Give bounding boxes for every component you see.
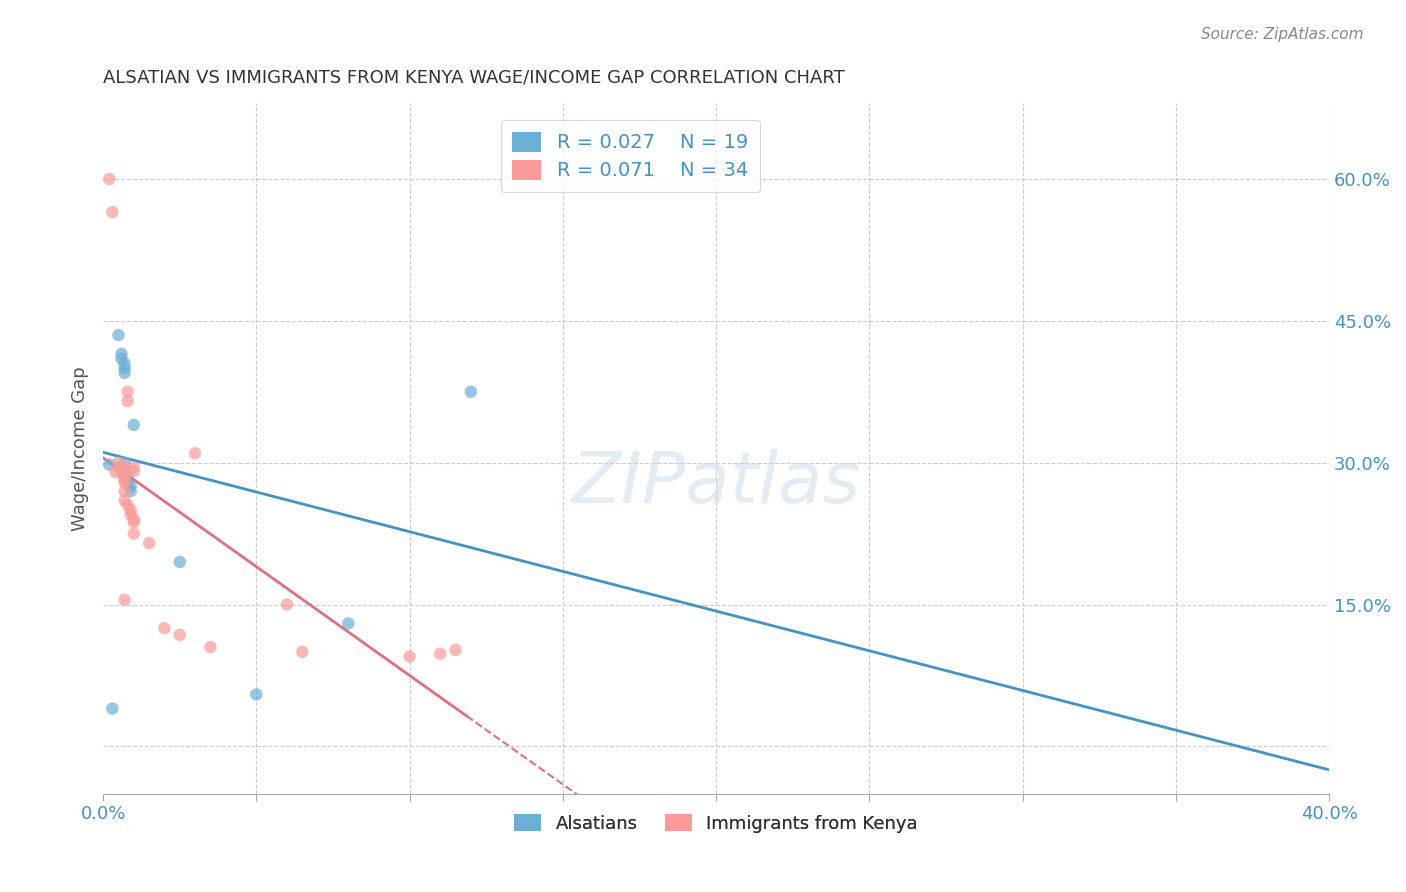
Point (122, 516, 145, 530)
Point (114, 493, 136, 508)
Point (184, 446, 207, 460)
Point (117, 498, 139, 512)
Point (98, 458, 121, 472)
Point (120, 503, 142, 517)
Point (429, 647, 451, 661)
Point (120, 479, 142, 493)
Point (245, 687, 267, 701)
Point (110, 351, 132, 366)
Point (153, 621, 176, 635)
Point (337, 616, 360, 631)
Point (101, 701, 124, 715)
Point (117, 470, 139, 484)
Point (117, 384, 139, 399)
Text: ZIPatlas: ZIPatlas (572, 449, 860, 517)
Y-axis label: Wage/Income Gap: Wage/Income Gap (72, 366, 89, 531)
Point (114, 465, 136, 479)
Text: ALSATIAN VS IMMIGRANTS FROM KENYA WAGE/INCOME GAP CORRELATION CHART: ALSATIAN VS IMMIGRANTS FROM KENYA WAGE/I… (103, 69, 845, 87)
Point (114, 473, 136, 487)
Point (114, 456, 136, 470)
Point (114, 592, 136, 607)
Point (114, 460, 136, 475)
Point (444, 643, 467, 657)
Point (122, 464, 145, 478)
Point (114, 366, 136, 380)
Point (122, 417, 145, 432)
Point (122, 512, 145, 526)
Point (200, 640, 222, 654)
Legend: Alsatians, Immigrants from Kenya: Alsatians, Immigrants from Kenya (508, 807, 925, 840)
Point (276, 598, 298, 612)
Point (110, 460, 132, 475)
Text: Source: ZipAtlas.com: Source: ZipAtlas.com (1201, 27, 1364, 42)
Point (138, 536, 160, 550)
Point (101, 205, 124, 219)
Point (107, 460, 129, 475)
Point (114, 361, 136, 376)
Point (117, 475, 139, 489)
Point (114, 356, 136, 370)
Point (122, 460, 145, 475)
Point (110, 347, 132, 361)
Point (114, 470, 136, 484)
Point (120, 508, 142, 522)
Point (398, 649, 420, 664)
Point (114, 475, 136, 490)
Point (169, 628, 191, 642)
Point (460, 384, 482, 399)
Point (110, 465, 132, 479)
Point (169, 555, 191, 569)
Point (122, 526, 145, 541)
Point (107, 456, 129, 470)
Point (98, 172, 121, 186)
Point (114, 484, 136, 499)
Point (120, 484, 142, 499)
Point (291, 645, 314, 659)
Point (107, 328, 129, 343)
Point (117, 394, 139, 409)
Point (104, 465, 127, 479)
